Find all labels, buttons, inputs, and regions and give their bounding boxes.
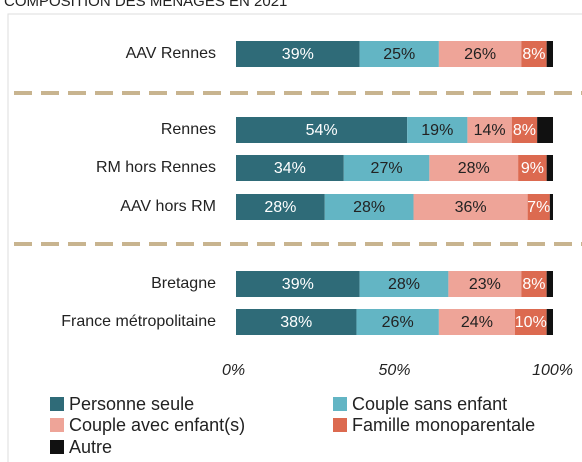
value-label: 28% [458, 160, 490, 177]
chart-title: COMPOSITION DES MÉNAGES EN 2021 [4, 0, 287, 10]
bar-segment [514, 309, 547, 335]
bar-segment [546, 155, 553, 181]
value-label: 14% [474, 122, 506, 139]
value-label: 8% [522, 276, 545, 293]
category-label: AAV hors RM [120, 198, 216, 215]
bar-segment [359, 271, 449, 297]
category-label: France métropolitaine [61, 313, 216, 330]
value-label: 39% [282, 46, 314, 63]
legend-label: Famille monoparentale [352, 415, 535, 435]
category-label: RM hors Rennes [96, 159, 216, 176]
bar-segment [521, 41, 547, 67]
bar-segment [343, 155, 430, 181]
x-tick-label: 50% [378, 362, 410, 379]
value-label: 39% [282, 276, 314, 293]
bar-segment [546, 271, 553, 297]
legend-label: Autre [69, 437, 112, 457]
bar-segment [359, 41, 439, 67]
legend-label: Couple sans enfant [352, 394, 507, 414]
bar-segment [407, 117, 468, 143]
bar-segment [236, 117, 408, 143]
value-label: 28% [264, 199, 296, 216]
bar-segment [236, 194, 325, 220]
legend-swatch [50, 440, 64, 454]
x-tick-label: 100% [532, 362, 573, 379]
bar-segment [413, 194, 528, 220]
bar-segment [236, 155, 344, 181]
bar-segment [324, 194, 414, 220]
x-tick-label: 0% [222, 362, 245, 379]
legend-swatch [50, 418, 64, 432]
legend-swatch [333, 418, 347, 432]
bar-segment [527, 194, 550, 220]
category-label: Rennes [161, 121, 216, 138]
value-label: 7% [527, 199, 550, 216]
bar-segment [236, 271, 360, 297]
value-label: 10% [515, 314, 547, 331]
value-label: 54% [306, 122, 338, 139]
value-label: 28% [388, 276, 420, 293]
value-label: 19% [421, 122, 453, 139]
value-label: 9% [521, 160, 544, 177]
value-label: 24% [461, 314, 493, 331]
bar-segment [236, 309, 357, 335]
legend-swatch [333, 397, 347, 411]
bar-segment [518, 155, 547, 181]
bar-segment [511, 117, 538, 143]
value-label: 34% [274, 160, 306, 177]
value-label: 8% [513, 122, 536, 139]
bar-segment [448, 271, 522, 297]
frame [7, 13, 582, 462]
bar-segment [546, 41, 553, 67]
value-label: 36% [455, 199, 487, 216]
value-label: 25% [383, 46, 415, 63]
value-label: 28% [353, 199, 385, 216]
legend-swatch [50, 397, 64, 411]
bar-segment [549, 194, 553, 220]
value-label: 26% [382, 314, 414, 331]
bar-segment [356, 309, 439, 335]
bar-segment [521, 271, 547, 297]
category-label: Bretagne [151, 275, 216, 292]
legend-label: Personne seule [69, 394, 194, 414]
bar-segment [429, 155, 519, 181]
bar-segment [438, 41, 522, 67]
value-label: 38% [280, 314, 312, 331]
bar-segment [546, 309, 553, 335]
value-label: 8% [522, 46, 545, 63]
legend-label: Couple avec enfant(s) [69, 415, 245, 435]
bar-segment [236, 41, 360, 67]
value-label: 23% [469, 276, 501, 293]
bar-segment [467, 117, 512, 143]
category-label: AAV Rennes [126, 45, 216, 62]
value-label: 26% [464, 46, 496, 63]
value-label: 27% [371, 160, 403, 177]
bar-segment [537, 117, 553, 143]
bar-segment [438, 309, 515, 335]
